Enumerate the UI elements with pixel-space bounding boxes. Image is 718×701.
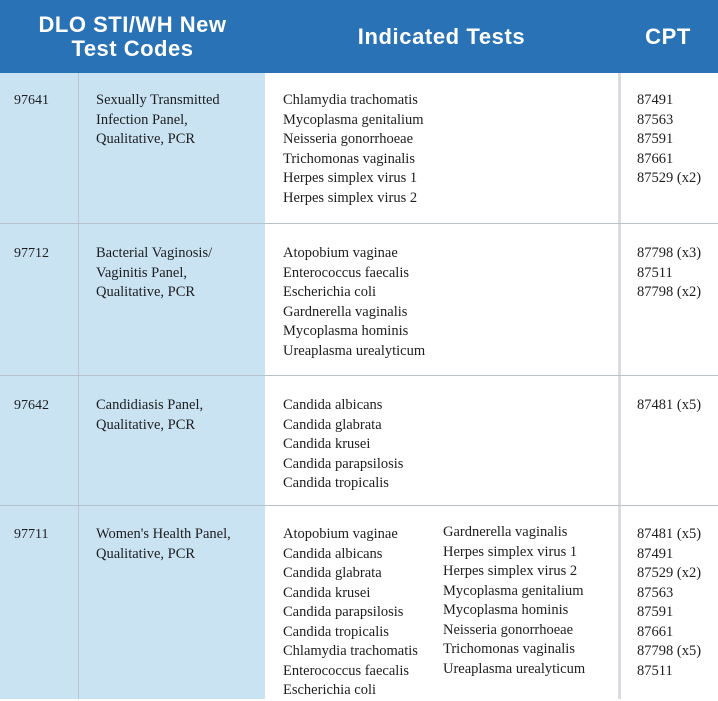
- indicated-tests-line: Candida glabrata: [283, 565, 382, 581]
- indicated-tests-line: Escherichia coli: [283, 682, 376, 698]
- indicated-tests-line: Candida parapsilosis: [283, 455, 404, 472]
- indicated-tests-line: Escherichia coli: [283, 284, 376, 300]
- test-code: 97641: [14, 91, 49, 111]
- panel-name-line: Sexually Transmitted: [96, 92, 220, 108]
- panel-name-line: Qualitative, PCR: [96, 416, 196, 433]
- indicated-tests-line: Candida krusei: [283, 436, 371, 452]
- panel-name: Women's Health Panel, Qualitative, PCR: [96, 525, 261, 564]
- cpt-codes-line: 87481 (x5): [637, 397, 702, 413]
- code-column-divider: [78, 73, 79, 699]
- cpt-codes-line: 87591: [637, 131, 674, 147]
- cpt-codes: 87481 (x5): [637, 396, 701, 416]
- indicated-tests-col2-line: Herpes simplex virus 2: [443, 563, 578, 579]
- panel-name-line: Qualitative, PCR: [96, 131, 196, 147]
- cpt-codes: 87491 87563 87591 87661 87529 (x2): [637, 91, 701, 189]
- indicated-tests-line: Candida glabrata: [283, 416, 382, 433]
- indicated-tests-col2-line: Gardnerella vaginalis: [443, 524, 568, 540]
- test-code-line: 97641: [14, 93, 49, 108]
- header-test-codes-line2: Test Codes: [71, 35, 194, 61]
- indicated-tests-col2-line: Mycoplasma hominis: [443, 602, 569, 618]
- indicated-tests-line: Chlamydia trachomatis: [283, 643, 418, 659]
- indicated-tests-line: Gardnerella vaginalis: [283, 303, 408, 320]
- indicated-tests-line: Candida krusei: [283, 584, 371, 601]
- panel-name-line: Vaginitis Panel,: [96, 264, 188, 281]
- panel-name-line: Qualitative, PCR: [96, 284, 196, 300]
- indicated-tests-line: Candida parapsilosis: [283, 604, 404, 620]
- cpt-codes-line: 87529 (x2): [637, 565, 702, 581]
- cpt-codes-line: 87661: [637, 150, 674, 167]
- indicated-tests-line: Herpes simplex virus 2: [283, 189, 418, 206]
- indicated-tests-line: Atopobium vaginae: [283, 526, 398, 542]
- indicated-tests: Atopobium vaginae Enterococcus faecalis Es…: [283, 244, 425, 361]
- header-indicated-tests: Indicated Tests: [357, 23, 526, 49]
- row-divider: [0, 505, 718, 506]
- cpt-codes-line: 87481 (x5): [637, 526, 702, 542]
- indicated-tests-line: Candida albicans: [283, 397, 383, 413]
- indicated-tests: Atopobium vaginae Candida albicans Candida…: [283, 525, 418, 701]
- indicated-tests-line: Mycoplasma hominis: [283, 323, 409, 339]
- indicated-tests: Chlamydia trachomatis Mycoplasma genitali…: [283, 91, 424, 208]
- cpt-codes-line: 87491: [637, 545, 674, 562]
- indicated-tests-line: Enterococcus faecalis: [283, 662, 409, 679]
- indicated-tests-line: Candida tropicalis: [283, 623, 389, 640]
- cpt-column-divider: [618, 73, 621, 699]
- panel-name-line: Infection Panel,: [96, 111, 188, 128]
- indicated-tests-col2-line: Neisseria gonorrhoeae: [443, 621, 574, 638]
- cpt-codes-line: 87591: [637, 604, 674, 620]
- cpt-codes-line: 87661: [637, 623, 674, 640]
- indicated-tests-line: Mycoplasma genitalium: [283, 111, 424, 128]
- cpt-codes-line: 87529 (x2): [637, 170, 702, 186]
- indicated-tests-col2-line: Trichomonas vaginalis: [443, 641, 575, 657]
- panel-name-line: Candidiasis Panel,: [96, 397, 204, 413]
- indicated-tests-line: Candida albicans: [283, 545, 383, 562]
- test-code: 97712: [14, 244, 49, 264]
- panel-name-line: Bacterial Vaginosis/: [96, 245, 213, 261]
- indicated-tests-line: Trichomonas vaginalis: [283, 150, 415, 167]
- indicated-tests-line: Ureaplasma urealyticum: [283, 342, 426, 359]
- panel-name: Sexually Transmitted Infection Panel, Qual…: [96, 91, 261, 150]
- indicated-tests-line: Chlamydia trachomatis: [283, 92, 418, 108]
- panel-name: Candidiasis Panel, Qualitative, PCR: [96, 396, 261, 435]
- test-code: 97711: [14, 525, 48, 545]
- indicated-tests-col2-line: Mycoplasma genitalium: [443, 582, 584, 599]
- indicated-tests-line: Atopobium vaginae: [283, 245, 398, 261]
- cpt-codes-line: 87798 (x5): [637, 643, 702, 659]
- panel-name-line: Qualitative, PCR: [96, 545, 196, 562]
- header-test-codes: DLO STI/WH New Test Codes: [0, 0, 265, 73]
- row-divider: [0, 375, 718, 376]
- cpt-codes: 87798 (x3) 87511 87798 (x2): [637, 244, 701, 303]
- table-header: DLO STI/WH New Test Codes Indicated Test…: [0, 0, 718, 73]
- indicated-tests-col2-line: Ureaplasma urealyticum: [443, 660, 586, 677]
- test-code-line: 97642: [14, 398, 49, 413]
- cpt-codes: 87481 (x5) 87491 87529 (x2) 87563 87591 87661…: [637, 525, 701, 681]
- indicated-tests-col2: Gardnerella vaginalis Herpes simplex viru…: [443, 523, 585, 679]
- cpt-codes-line: 87491: [637, 92, 674, 108]
- indicated-tests-line: Candida tropicalis: [283, 475, 389, 491]
- indicated-tests-line: Herpes simplex virus 1: [283, 170, 418, 186]
- header-cpt: CPT: [645, 23, 691, 49]
- test-code: 97642: [14, 396, 49, 416]
- cpt-codes-line: 87511: [637, 264, 673, 281]
- row-divider: [0, 223, 718, 224]
- panel-name-line: Women's Health Panel,: [96, 526, 231, 542]
- header-test-codes-line1: DLO STI/WH New: [38, 11, 227, 37]
- code-name-column-background: [0, 73, 265, 699]
- cpt-codes-line: 87563: [637, 111, 674, 128]
- indicated-tests-line: Neisseria gonorrhoeae: [283, 131, 414, 147]
- indicated-tests-line: Enterococcus faecalis: [283, 264, 409, 281]
- cpt-codes-line: 87798 (x3): [637, 245, 702, 261]
- indicated-tests-col2-line: Herpes simplex virus 1: [443, 543, 578, 560]
- cpt-codes-line: 87511: [637, 662, 673, 679]
- test-code-line: 97712: [14, 246, 49, 261]
- panel-name: Bacterial Vaginosis/Vaginitis Panel, Qual…: [96, 244, 261, 303]
- test-code-line: 97711: [14, 527, 49, 542]
- cpt-codes-line: 87798 (x2): [637, 284, 702, 300]
- cpt-codes-line: 87563: [637, 584, 674, 601]
- indicated-tests: Candida albicans Candida glabrata Candida …: [283, 396, 403, 494]
